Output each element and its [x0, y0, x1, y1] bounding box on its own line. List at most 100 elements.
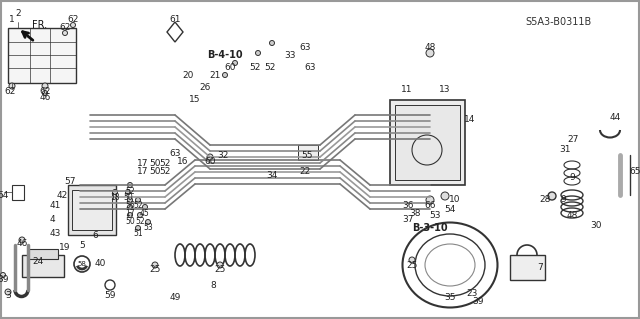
Text: 50: 50: [123, 194, 133, 203]
Text: 46: 46: [16, 240, 28, 249]
Circle shape: [136, 226, 141, 231]
Circle shape: [152, 262, 158, 268]
Text: FR.: FR.: [33, 20, 47, 30]
Text: 17: 17: [125, 209, 135, 218]
Text: 53: 53: [143, 224, 153, 233]
Text: 42: 42: [56, 190, 68, 199]
Circle shape: [409, 257, 415, 263]
Circle shape: [426, 49, 434, 57]
Text: 32: 32: [218, 151, 228, 160]
Text: 6: 6: [92, 231, 98, 240]
Bar: [22, 255, 64, 277]
Text: 41: 41: [49, 201, 61, 210]
Text: 1: 1: [9, 16, 15, 25]
Text: 4: 4: [49, 216, 55, 225]
Circle shape: [127, 182, 132, 188]
Text: 20: 20: [182, 70, 194, 79]
Text: 39: 39: [472, 296, 484, 306]
Text: 60: 60: [204, 157, 216, 166]
Circle shape: [143, 204, 147, 210]
Text: 18: 18: [110, 194, 120, 203]
Bar: [12, 185, 24, 200]
Circle shape: [223, 72, 227, 78]
Text: 17: 17: [137, 159, 148, 167]
Text: 61: 61: [169, 16, 180, 25]
Text: 34: 34: [266, 170, 278, 180]
Circle shape: [42, 91, 47, 95]
Text: 36: 36: [403, 201, 413, 210]
Text: 13: 13: [439, 85, 451, 94]
Text: 45: 45: [140, 209, 150, 218]
Text: 60: 60: [224, 63, 236, 72]
Text: 52: 52: [159, 167, 171, 175]
Text: 46: 46: [39, 93, 51, 101]
Text: 48: 48: [566, 211, 578, 219]
Text: 24: 24: [33, 256, 44, 265]
Text: 35: 35: [444, 293, 456, 301]
Text: 48: 48: [424, 43, 436, 53]
Text: 5: 5: [79, 241, 85, 250]
Circle shape: [9, 83, 15, 89]
Bar: [68, 185, 116, 235]
Circle shape: [127, 197, 132, 203]
Text: 58: 58: [77, 261, 86, 267]
Text: 59: 59: [104, 291, 116, 300]
Circle shape: [127, 204, 132, 210]
Text: 54: 54: [444, 205, 456, 214]
Text: 63: 63: [300, 43, 311, 53]
Circle shape: [426, 196, 434, 204]
Bar: [510, 255, 545, 280]
Text: 25: 25: [149, 265, 161, 275]
Text: 27: 27: [567, 136, 579, 145]
Bar: [72, 190, 112, 230]
Bar: [28, 249, 58, 259]
Text: 3: 3: [5, 292, 11, 300]
Circle shape: [70, 23, 76, 27]
Text: 22: 22: [300, 167, 310, 175]
Text: 28: 28: [540, 196, 550, 204]
Text: 52: 52: [250, 63, 260, 72]
Text: 50: 50: [149, 159, 161, 167]
Text: 9: 9: [569, 174, 575, 182]
Text: 14: 14: [464, 115, 476, 124]
Text: 19: 19: [60, 243, 71, 253]
Text: S5A3-B0311B: S5A3-B0311B: [525, 17, 591, 27]
Circle shape: [232, 61, 237, 65]
Text: 52: 52: [125, 187, 135, 196]
Text: 31: 31: [559, 145, 571, 154]
Circle shape: [217, 262, 223, 268]
Text: 62: 62: [60, 24, 70, 33]
Circle shape: [1, 272, 6, 278]
Text: 25: 25: [214, 265, 226, 275]
Text: 21: 21: [209, 70, 221, 79]
Circle shape: [113, 189, 118, 195]
Text: 57: 57: [64, 177, 76, 187]
Text: 43: 43: [49, 228, 61, 238]
Text: 39: 39: [0, 276, 9, 285]
Text: 49: 49: [170, 293, 180, 301]
Circle shape: [5, 289, 11, 295]
Text: 7: 7: [537, 263, 543, 271]
Circle shape: [269, 41, 275, 46]
Text: 56: 56: [125, 202, 135, 211]
Text: 55: 55: [301, 151, 313, 160]
Text: B-4-10: B-4-10: [207, 50, 243, 60]
Circle shape: [136, 197, 141, 203]
Text: 52: 52: [159, 159, 171, 167]
Bar: [395, 105, 460, 180]
Circle shape: [207, 154, 213, 160]
Text: 63: 63: [304, 63, 316, 72]
Text: 62: 62: [4, 86, 16, 95]
Text: 40: 40: [94, 259, 106, 269]
Text: 30: 30: [590, 220, 602, 229]
Text: 9: 9: [560, 196, 566, 204]
Text: 65: 65: [629, 167, 640, 176]
Circle shape: [63, 31, 67, 35]
Text: 52: 52: [135, 217, 145, 226]
Circle shape: [138, 212, 143, 218]
Text: 62: 62: [67, 16, 79, 25]
Text: 64: 64: [0, 190, 9, 199]
Circle shape: [19, 237, 25, 243]
Text: 25: 25: [406, 261, 418, 270]
Circle shape: [441, 192, 449, 200]
